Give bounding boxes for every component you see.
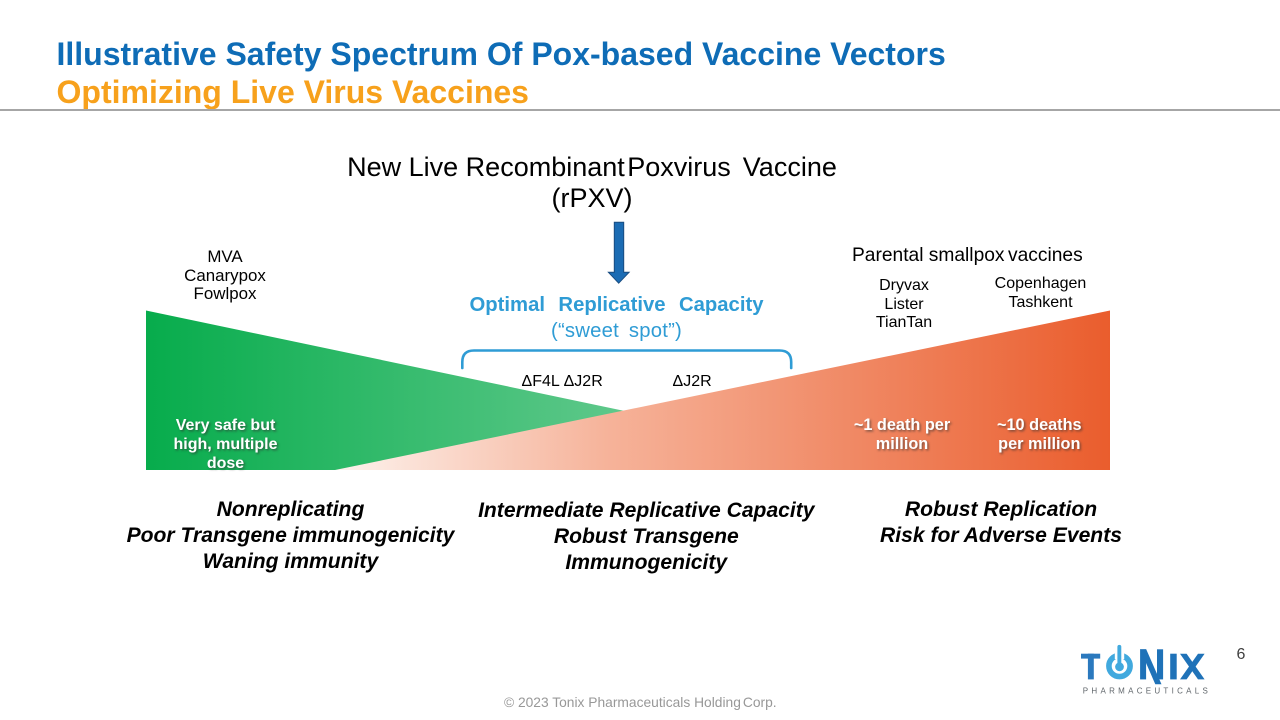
svg-text:PHARMACEUTICALS: PHARMACEUTICALS <box>1083 687 1211 696</box>
